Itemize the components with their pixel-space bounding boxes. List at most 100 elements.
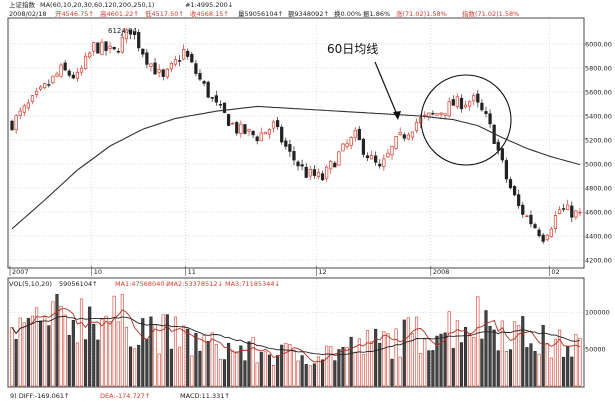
volume-bar bbox=[145, 338, 149, 387]
candle-body bbox=[329, 161, 333, 170]
volume-bar bbox=[574, 334, 578, 387]
candle-body bbox=[296, 161, 300, 167]
macd-value: MACD:11.331↑ bbox=[180, 392, 230, 400]
candle-body bbox=[374, 155, 378, 163]
volume-ma1-line bbox=[11, 308, 581, 363]
candle-body bbox=[447, 101, 451, 117]
candle-body bbox=[255, 136, 259, 142]
candle-body bbox=[541, 234, 545, 242]
ma60-line bbox=[11, 105, 581, 230]
volume-bar bbox=[231, 350, 235, 387]
candle-body bbox=[79, 67, 84, 73]
volume-bar bbox=[337, 349, 341, 387]
candle-body bbox=[394, 136, 398, 149]
volume-bar bbox=[357, 338, 361, 387]
candle-body bbox=[120, 37, 124, 53]
volume-bar bbox=[435, 335, 439, 387]
volume-bar bbox=[43, 316, 47, 387]
volume-bar bbox=[202, 335, 206, 387]
ma60-arrow-head bbox=[393, 111, 401, 120]
volume-bar bbox=[304, 364, 308, 387]
candle-body bbox=[320, 173, 325, 181]
volume-bar bbox=[557, 329, 562, 387]
candle-body bbox=[198, 73, 202, 80]
candle-body bbox=[300, 164, 304, 167]
volume-ma2-line bbox=[11, 315, 581, 356]
volume-bar bbox=[116, 321, 120, 387]
candle-body bbox=[488, 113, 492, 125]
candle-body bbox=[141, 48, 145, 55]
candle-body bbox=[431, 112, 435, 115]
candle-body bbox=[112, 46, 116, 50]
price-tick-label: 5400.00 bbox=[585, 113, 612, 121]
ma60-label: 60日均线 bbox=[327, 42, 378, 56]
candle-body bbox=[96, 42, 100, 54]
candle-body bbox=[468, 101, 472, 107]
volume-bar bbox=[300, 355, 304, 387]
volume-bar bbox=[553, 338, 558, 387]
candle-body bbox=[124, 29, 129, 40]
candle-body bbox=[378, 163, 382, 167]
volume-bar bbox=[472, 337, 476, 387]
volume-bar bbox=[271, 365, 276, 387]
volume-bar bbox=[353, 351, 357, 387]
volume-value: 59056104↑ bbox=[59, 280, 98, 288]
volume-bar bbox=[247, 341, 251, 387]
volume-bar bbox=[439, 333, 443, 387]
candle-body bbox=[280, 126, 284, 143]
volume-bar bbox=[59, 305, 63, 387]
candle-body bbox=[116, 50, 120, 53]
candle-body bbox=[288, 144, 292, 152]
peak-pointer bbox=[120, 29, 125, 37]
candle-body bbox=[549, 228, 553, 238]
volume-bar bbox=[370, 341, 374, 387]
volume-bar bbox=[537, 353, 541, 387]
volume-bar bbox=[320, 359, 325, 387]
volume-bar bbox=[39, 320, 43, 387]
candle-body bbox=[333, 162, 337, 168]
volume-bar bbox=[218, 358, 222, 387]
candle-body bbox=[132, 31, 137, 35]
price-panel-frame bbox=[7, 17, 585, 269]
volume-bar bbox=[459, 342, 464, 387]
volume-bar bbox=[443, 332, 447, 387]
volume-bar bbox=[504, 351, 508, 387]
candle-body bbox=[165, 68, 169, 78]
volume-bar bbox=[263, 351, 267, 387]
volume-bar bbox=[329, 346, 333, 387]
candle-body bbox=[231, 122, 235, 125]
volume-bar bbox=[533, 351, 537, 387]
candle-body bbox=[177, 60, 182, 62]
candle-body bbox=[22, 105, 26, 113]
volume-bar bbox=[190, 355, 194, 387]
volume-bar bbox=[47, 325, 51, 387]
candle-body bbox=[243, 124, 247, 134]
candle-body bbox=[459, 97, 464, 110]
volume-bar bbox=[120, 294, 124, 387]
candle-body bbox=[284, 140, 288, 147]
candle-body bbox=[500, 148, 504, 161]
macd-dea: DEA:-174.727↑ bbox=[100, 392, 150, 400]
ma60-arrow bbox=[374, 61, 399, 118]
candle-body bbox=[251, 130, 255, 136]
time-axis: 2007 10 11 12 2008 02 bbox=[9, 266, 560, 276]
volume-bar bbox=[316, 356, 321, 387]
candle-body bbox=[561, 208, 566, 210]
candle-body bbox=[353, 130, 357, 138]
candle-body bbox=[537, 229, 541, 237]
header-high: 高4601.22↑ bbox=[100, 9, 139, 18]
candle-body bbox=[39, 86, 43, 90]
candle-body bbox=[357, 128, 361, 141]
volume-bar bbox=[525, 347, 529, 387]
volume-bar bbox=[427, 350, 431, 387]
volume-bar bbox=[508, 349, 513, 387]
volume-ma2: MA2:53378512↓ bbox=[168, 280, 223, 288]
candle-body bbox=[71, 74, 75, 79]
candle-body bbox=[190, 53, 194, 63]
candle-body bbox=[484, 111, 488, 114]
candle-body bbox=[345, 143, 349, 147]
candle-body bbox=[202, 81, 206, 84]
volume-bar bbox=[63, 314, 67, 387]
candle-body bbox=[100, 41, 104, 55]
volume-bar bbox=[398, 356, 402, 387]
